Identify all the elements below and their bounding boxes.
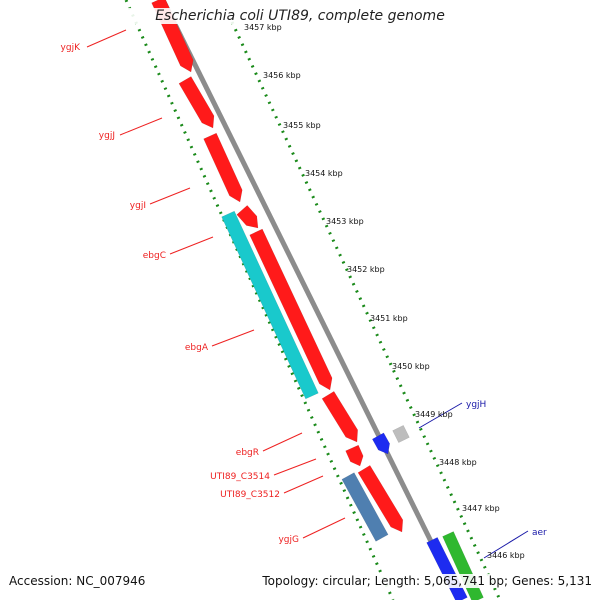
gene-label-left: ebgC [143, 251, 166, 261]
gene-label-left: UTI89_C3514 [210, 472, 270, 482]
scale-tick-label: 3450 kbp [392, 362, 430, 371]
scale-tick-label: 3449 kbp [415, 410, 453, 419]
genome-summary-text: Topology: circular; Length: 5,065,741 bp… [262, 574, 592, 588]
label-leaders [86, 29, 529, 559]
scale-tick-label: 3456 kbp [263, 71, 301, 80]
gene-label-right: aer [532, 528, 547, 538]
gene-label-left: ygjI [130, 201, 146, 211]
map-title: Escherichia coli UTI89, complete genome [0, 8, 600, 24]
gene-ebgA-red [249, 228, 333, 391]
scale-tick-label: 3451 kbp [370, 314, 408, 323]
gene-small-2 [345, 444, 364, 467]
genome-backbone [160, 0, 463, 600]
leader-line [273, 458, 317, 476]
gene-grey [392, 424, 410, 444]
scale-ticks: 3457 kbp 3456 kbp 3455 kbp 3454 kbp 3453 kbp… [244, 23, 525, 560]
inner-dotted-ring [124, 0, 395, 600]
scale-tick-label: 3448 kbp [439, 458, 477, 467]
scale-tick-label: 3453 kbp [326, 217, 364, 226]
gene-label-left: ebgR [236, 448, 259, 458]
accession-text: Accession: NC_007946 [9, 574, 146, 588]
gene-label-right: ygjH [466, 400, 486, 410]
gene-label-left: ygjG [278, 535, 299, 545]
gene-ygjJ [178, 76, 215, 129]
leader-line [483, 530, 529, 559]
scale-tick-label: 3446 kbp [487, 551, 525, 560]
gene-features [151, 0, 484, 600]
gene-small-1 [236, 204, 259, 229]
gene-ebgR [321, 390, 358, 443]
leader-line [169, 236, 214, 255]
scale-tick-label: 3454 kbp [305, 169, 343, 178]
scale-tick-label: 3447 kbp [462, 504, 500, 513]
gene-UTI89-C3512 [357, 465, 404, 533]
gene-label-left: ebgA [185, 343, 209, 353]
gene-label-left: ygjJ [99, 131, 115, 141]
scale-tick-label: 3452 kbp [347, 265, 385, 274]
leader-line [302, 517, 346, 539]
gene-ebgC-cyan [221, 210, 319, 400]
dotted-rings [124, 0, 502, 600]
gene-ygjI [203, 132, 243, 203]
gene-label-left: ygjK [61, 43, 82, 53]
leader-line [119, 117, 163, 136]
leader-line [418, 402, 463, 429]
gene-label-left: UTI89_C3512 [220, 490, 280, 500]
leader-line [211, 329, 255, 347]
leader-line [283, 475, 324, 494]
gene-ygjH-blue [371, 432, 390, 455]
scale-tick-label: 3455 kbp [283, 121, 321, 130]
leader-line [149, 187, 191, 205]
gene-ygjG [341, 472, 389, 542]
scale-tick-label: 3457 kbp [244, 23, 282, 32]
backbone-ring [160, 0, 463, 600]
gene-labels: ygjK ygjJ ygjI ebgC ebgA ebgR UTI89_C3514 UTI89… [61, 43, 548, 545]
leader-line [262, 432, 303, 452]
leader-line [86, 29, 127, 48]
